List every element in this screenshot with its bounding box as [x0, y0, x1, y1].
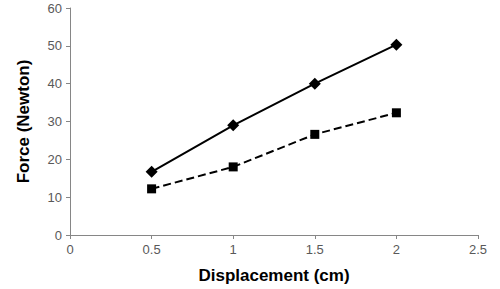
svg-text:0.5: 0.5 [143, 242, 161, 257]
svg-text:20: 20 [48, 152, 62, 167]
svg-text:2: 2 [393, 242, 400, 257]
svg-text:1.5: 1.5 [306, 242, 324, 257]
svg-text:1: 1 [230, 242, 237, 257]
svg-text:Displacement (cm): Displacement (cm) [198, 266, 349, 285]
svg-text:10: 10 [48, 190, 62, 205]
svg-text:Force (Newton): Force (Newton) [14, 60, 33, 184]
svg-text:0: 0 [66, 242, 73, 257]
svg-text:0: 0 [55, 228, 62, 243]
svg-text:60: 60 [48, 1, 62, 16]
svg-text:30: 30 [48, 114, 62, 129]
svg-text:50: 50 [48, 38, 62, 53]
svg-text:2.5: 2.5 [469, 242, 487, 257]
svg-text:40: 40 [48, 76, 62, 91]
